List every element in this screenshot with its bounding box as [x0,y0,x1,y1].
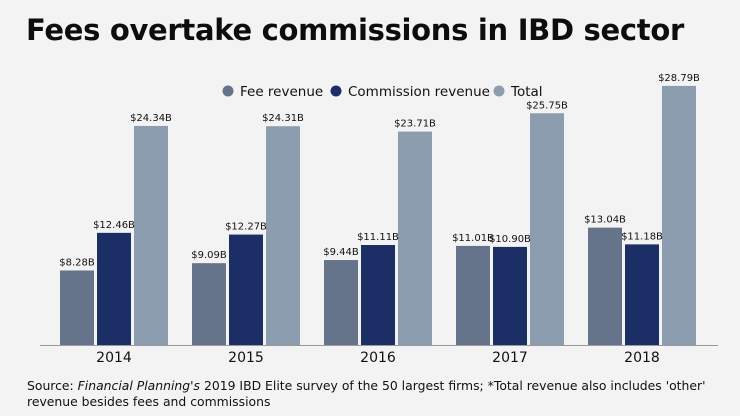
value-label-total-2016: $23.71B [394,119,436,130]
bar-total-2017 [530,113,564,345]
x-tick-2018: 2018 [624,350,660,366]
value-label-fee-revenue-2018: $13.04B [584,215,626,226]
value-labels-group: $8.28B $12.46B $24.34B $9.09B $12.27B $24.31B… [59,73,700,269]
bar-fee-revenue-2017 [456,245,490,345]
bar-fee-revenue-2015 [192,263,226,345]
legend-label-commission-revenue: Commission revenue [348,84,490,100]
value-label-commission-revenue-2016: $11.11B [357,232,399,243]
bar-total-2018 [662,85,696,345]
source-publication: Financial Planning's [77,378,201,393]
bar-total-2015 [266,126,300,346]
value-label-fee-revenue-2017: $11.01B [452,233,494,244]
x-tick-2017: 2017 [492,350,528,366]
bar-commission-revenue-2018 [625,244,659,345]
bars-group [60,85,696,346]
x-axis-ticks: 2014 2015 2016 2017 2018 [96,350,660,366]
bar-fee-revenue-2014 [60,270,94,345]
value-label-commission-revenue-2015: $12.27B [225,222,267,233]
source-note: Source: Financial Planning's 2019 IBD El… [27,378,727,410]
bar-commission-revenue-2016 [361,245,395,345]
value-label-total-2017: $25.75B [526,100,568,111]
value-label-commission-revenue-2017: $10.90B [489,234,531,245]
x-tick-2015: 2015 [228,350,264,366]
value-label-commission-revenue-2018: $11.18B [621,231,663,242]
legend-label-total: Total [510,84,543,100]
bar-fee-revenue-2016 [324,260,358,345]
value-label-fee-revenue-2016: $9.44B [323,247,359,258]
bar-commission-revenue-2014 [97,232,131,345]
legend-swatch-total [493,85,505,97]
x-tick-2014: 2014 [96,350,132,366]
legend-swatch-fee-revenue [222,85,234,97]
bar-total-2016 [398,131,432,345]
value-label-fee-revenue-2015: $9.09B [191,250,227,261]
value-label-commission-revenue-2014: $12.46B [93,220,135,231]
legend-swatch-commission-revenue [330,85,342,97]
chart-title: Fees overtake commissions in IBD sector [26,13,684,47]
source-rest: 2019 IBD Elite survey of the 50 largest … [27,378,706,409]
legend-label-fee-revenue: Fee revenue [240,84,323,100]
x-tick-2016: 2016 [360,350,396,366]
bar-commission-revenue-2015 [229,234,263,345]
value-label-total-2018: $28.79B [658,73,700,84]
value-label-fee-revenue-2014: $8.28B [59,257,95,268]
source-prefix: Source: [27,378,78,393]
bar-total-2014 [134,125,168,345]
value-label-total-2014: $24.34B [130,113,172,124]
legend: Fee revenue Commission revenue Total [222,84,543,100]
bar-commission-revenue-2017 [493,246,527,345]
value-label-total-2015: $24.31B [262,113,304,124]
bar-fee-revenue-2018 [588,227,622,345]
